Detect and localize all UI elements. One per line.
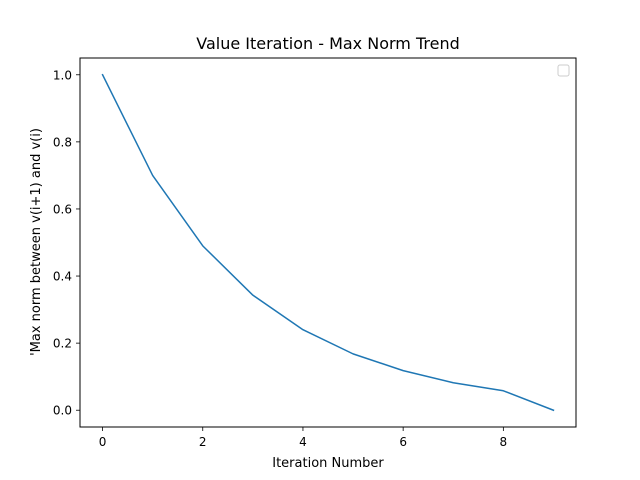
series-layer (101, 73, 555, 412)
y-tick-label: 1.0 (53, 68, 72, 82)
x-axis-label: Iteration Number (272, 456, 384, 471)
plot-frame (79, 57, 577, 428)
x-axis-ticks: 0 2 4 6 8 (99, 427, 507, 449)
y-tick-label: 0.0 (53, 404, 72, 418)
y-tick-label: 0.8 (53, 135, 72, 149)
y-axis-ticks: 0.0 0.2 0.4 0.6 0.8 1.0 (53, 68, 80, 418)
y-tick-label: 0.2 (53, 337, 72, 351)
series-line (101, 73, 555, 412)
x-tick-label: 2 (199, 435, 207, 449)
y-tick-label: 0.6 (53, 202, 72, 216)
x-tick-label: 6 (399, 435, 407, 449)
x-tick-label: 0 (99, 435, 107, 449)
chart-title: Value Iteration - Max Norm Trend (196, 34, 460, 53)
x-tick-label: 4 (299, 435, 307, 449)
legend-box (557, 64, 570, 77)
y-tick-label: 0.4 (53, 270, 72, 284)
y-axis-label: 'Max norm between v(i+1) and v(i) (29, 128, 44, 356)
x-tick-label: 8 (500, 435, 508, 449)
